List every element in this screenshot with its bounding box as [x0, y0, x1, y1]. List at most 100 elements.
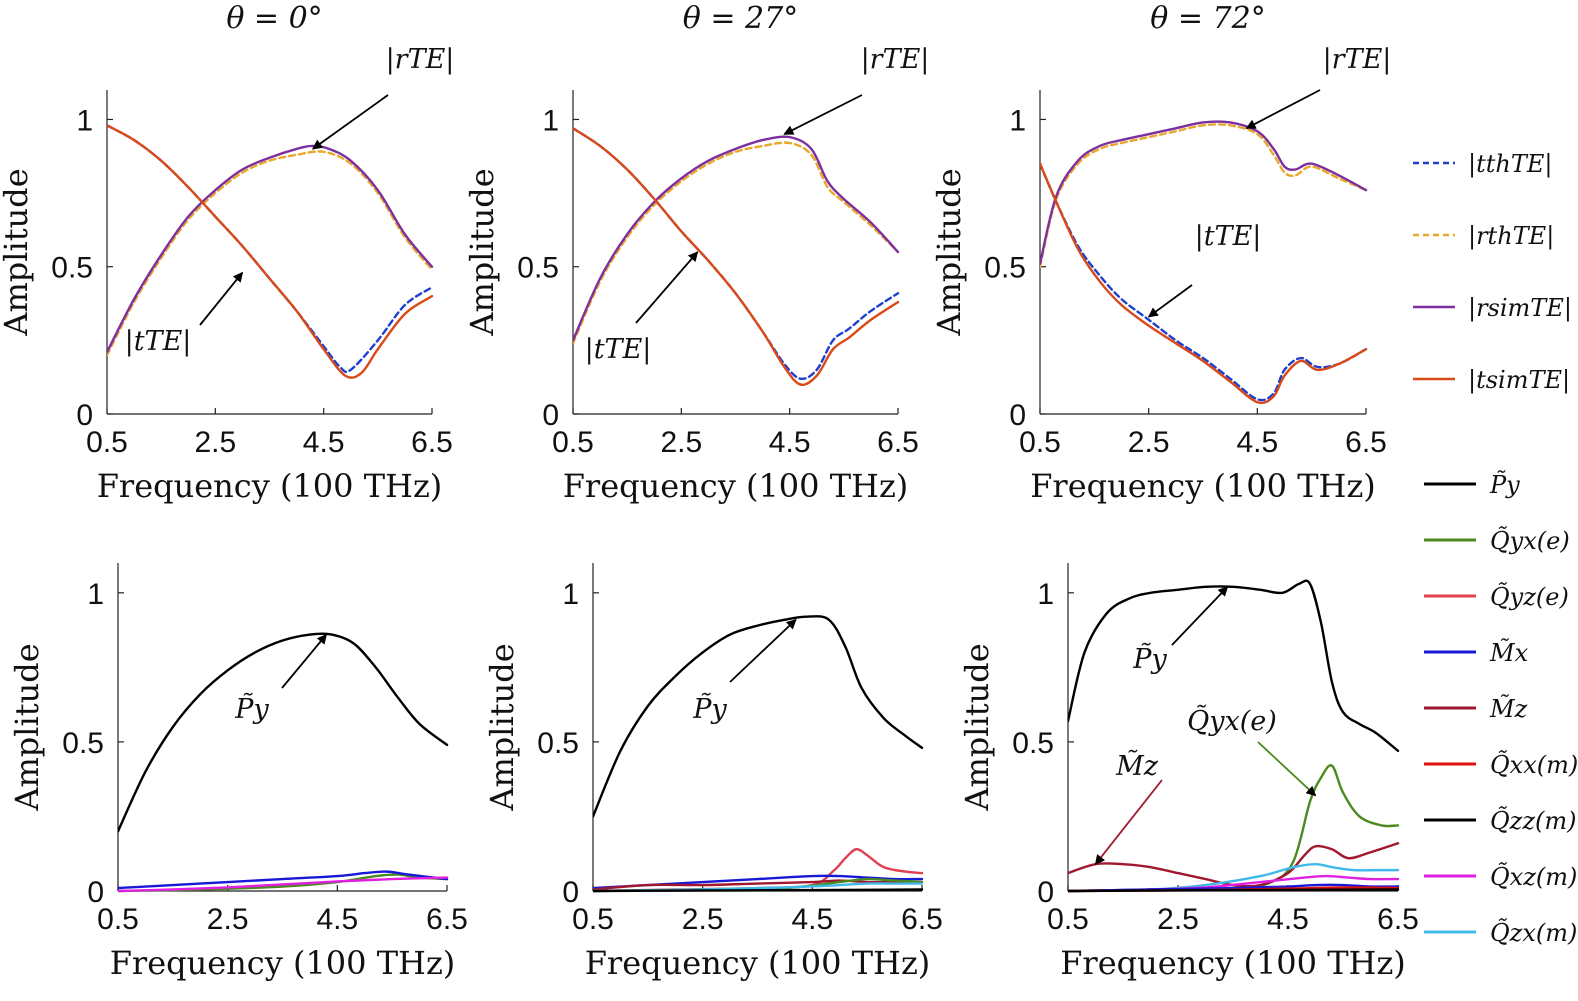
legend-label: M̃z — [1489, 695, 1528, 723]
annotation-label: M̃z — [1115, 749, 1159, 782]
x-tick-label: 2.5 — [1157, 903, 1199, 936]
annotation-label: |tTE| — [585, 334, 652, 365]
x-tick-label: 0.5 — [552, 426, 594, 459]
x-axis-label: Frequency (100 THz) — [97, 467, 443, 505]
x-axis-label: Frequency (100 THz) — [1060, 944, 1406, 982]
x-tick-label: 6.5 — [901, 903, 943, 936]
legend-label: P̃y — [1489, 471, 1520, 499]
x-tick-label: 0.5 — [1019, 426, 1061, 459]
annotation-arrow — [1245, 89, 1321, 130]
annotation-arrow — [281, 633, 328, 689]
annotation-arrow — [1147, 284, 1193, 318]
legend-label: Q̃zx(m) — [1490, 919, 1577, 947]
y-tick-label: 0.5 — [1012, 727, 1054, 760]
legend-label: |tthTE| — [1468, 150, 1552, 179]
annotation-arrow — [312, 94, 389, 150]
series-line-3 — [118, 876, 449, 893]
x-tick-label: 6.5 — [411, 426, 453, 459]
x-tick-label: 4.5 — [303, 426, 345, 459]
y-tick-label: 0.5 — [984, 252, 1026, 285]
annotation-label: |rTE| — [861, 44, 930, 75]
legend-label: M̃x — [1489, 639, 1529, 667]
panel-title: θ = 27° — [683, 1, 798, 36]
legend-label: Q̃xx(m) — [1490, 751, 1578, 779]
y-tick-label: 0 — [542, 399, 559, 432]
legend-label: Q̃yx(e) — [1490, 527, 1570, 555]
y-axis-label: Amplitude — [958, 643, 996, 811]
legend-label: |rsimTE| — [1468, 294, 1572, 323]
y-tick-label: 0.5 — [62, 727, 104, 760]
y-axis-label: Amplitude — [0, 168, 35, 336]
annotation-label: |rTE| — [386, 44, 455, 75]
x-tick-label: 6.5 — [1345, 426, 1387, 459]
series-line-2 — [107, 144, 434, 354]
y-axis-label: Amplitude — [463, 168, 501, 336]
y-tick-label: 0 — [1009, 399, 1026, 432]
series-line-3 — [1040, 162, 1368, 405]
annotation-arrow — [635, 251, 699, 324]
series-line-3 — [573, 127, 900, 387]
series-line-0 — [593, 615, 924, 818]
y-tick-label: 1 — [87, 578, 104, 611]
series-line-6 — [593, 888, 924, 893]
annotation-label: |tTE| — [125, 326, 192, 357]
x-tick-label: 2.5 — [682, 903, 724, 936]
x-tick-label: 4.5 — [1236, 426, 1278, 459]
x-tick-label: 0.5 — [572, 903, 614, 936]
x-tick-label: 0.5 — [86, 426, 128, 459]
y-axis-label: Amplitude — [483, 643, 521, 811]
y-axis-label: Amplitude — [930, 168, 968, 336]
annotation-label: P̃y — [234, 692, 269, 725]
series-line-0 — [118, 632, 449, 833]
legend-bottom: P̃y Q̃yx(e) Q̃yz(e) M̃x M̃z Q̃xx(m) Q̃zz(m) Q̃x… — [1424, 471, 1578, 947]
x-tick-label: 4.5 — [769, 426, 811, 459]
series-line-0 — [1040, 162, 1368, 402]
series-line-2 — [1068, 842, 1400, 888]
y-tick-label: 0.5 — [517, 252, 559, 285]
y-tick-label: 0 — [562, 876, 579, 909]
series-line-3 — [593, 879, 924, 891]
y-tick-label: 1 — [76, 104, 93, 137]
annotation-label: |rTE| — [1323, 44, 1392, 75]
legend-label: |rthTE| — [1468, 222, 1554, 251]
series-line-1 — [1068, 764, 1400, 893]
x-tick-label: 6.5 — [1377, 903, 1419, 936]
x-tick-label: 2.5 — [194, 426, 236, 459]
panel-title: θ = 72° — [1150, 1, 1265, 36]
annotation-arrow — [199, 271, 244, 326]
y-tick-label: 1 — [542, 104, 559, 137]
x-tick-label: 4.5 — [316, 903, 358, 936]
series-line-0 — [1068, 579, 1400, 753]
annotation-arrow — [1257, 741, 1317, 797]
x-axis-label: Frequency (100 THz) — [110, 944, 456, 982]
legend-label: Q̃xz(m) — [1490, 863, 1577, 891]
annotation-arrow — [1171, 586, 1229, 646]
x-axis-label: Frequency (100 THz) — [1030, 467, 1376, 505]
y-tick-label: 0.5 — [51, 252, 93, 285]
x-tick-label: 2.5 — [1128, 426, 1170, 459]
y-tick-label: 1 — [1037, 578, 1054, 611]
x-tick-label: 4.5 — [1267, 903, 1309, 936]
series-line-3 — [107, 124, 434, 379]
annotation-label: P̃y — [1132, 642, 1167, 675]
x-tick-label: 0.5 — [1047, 903, 1089, 936]
legend-label: Q̃yz(e) — [1490, 583, 1569, 611]
series-line-7 — [1068, 888, 1400, 893]
x-tick-label: 6.5 — [426, 903, 468, 936]
x-axis-label: Frequency (100 THz) — [563, 467, 909, 505]
x-tick-label: 0.5 — [97, 903, 139, 936]
annotation-arrow — [783, 94, 863, 135]
legend-label: |tsimTE| — [1468, 366, 1570, 395]
annotation-label: |tTE| — [1195, 221, 1262, 252]
x-tick-label: 2.5 — [207, 903, 249, 936]
x-tick-label: 6.5 — [877, 426, 919, 459]
series-line-1 — [1040, 123, 1368, 268]
y-tick-label: 0 — [76, 399, 93, 432]
y-tick-label: 0 — [87, 876, 104, 909]
series-line-2 — [573, 135, 900, 342]
